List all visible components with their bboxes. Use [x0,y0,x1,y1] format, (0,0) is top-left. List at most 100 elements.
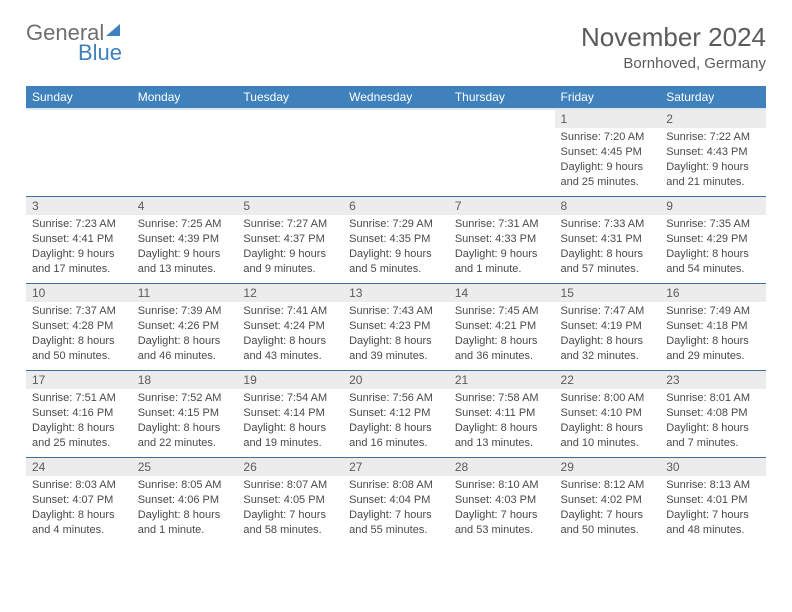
calendar-day-cell: 24Sunrise: 8:03 AMSunset: 4:07 PMDayligh… [26,458,132,545]
day-number: 30 [660,458,766,476]
sunset-text: Sunset: 4:35 PM [349,232,443,247]
calendar-day-cell [237,109,343,197]
sunrise-text: Sunrise: 8:10 AM [455,478,549,493]
sunrise-text: Sunrise: 7:33 AM [561,217,655,232]
daylight-text: Daylight: 9 hours and 9 minutes. [243,247,337,277]
sunset-text: Sunset: 4:10 PM [561,406,655,421]
calendar-day-cell: 7 Sunrise: 7:31 AMSunset: 4:33 PMDaylight… [449,197,555,284]
sunrise-text: Sunrise: 7:43 AM [349,304,443,319]
day-info: Sunrise: 7:22 AMSunset: 4:43 PMDaylight:… [660,128,766,193]
day-number: 23 [660,371,766,389]
day-info: Sunrise: 8:13 AMSunset: 4:01 PMDaylight:… [660,476,766,541]
sunrise-text: Sunrise: 7:37 AM [32,304,126,319]
day-number: 19 [237,371,343,389]
day-number: 3 [26,197,132,215]
sunset-text: Sunset: 4:15 PM [138,406,232,421]
sunset-text: Sunset: 4:06 PM [138,493,232,508]
sunset-text: Sunset: 4:37 PM [243,232,337,247]
daylight-text: Daylight: 8 hours and 39 minutes. [349,334,443,364]
sunrise-text: Sunrise: 7:45 AM [455,304,549,319]
calendar-table: Sunday Monday Tuesday Wednesday Thursday… [26,86,766,544]
calendar-day-cell: 23Sunrise: 8:01 AMSunset: 4:08 PMDayligh… [660,371,766,458]
daylight-text: Daylight: 8 hours and 54 minutes. [666,247,760,277]
daylight-text: Daylight: 7 hours and 48 minutes. [666,508,760,538]
sunrise-text: Sunrise: 7:54 AM [243,391,337,406]
page-title: November 2024 [581,22,766,53]
logo-text-2: Blue [78,42,122,64]
sunset-text: Sunset: 4:41 PM [32,232,126,247]
day-info: Sunrise: 7:45 AMSunset: 4:21 PMDaylight:… [449,302,555,367]
daylight-text: Daylight: 7 hours and 50 minutes. [561,508,655,538]
calendar-day-cell: 13Sunrise: 7:43 AMSunset: 4:23 PMDayligh… [343,284,449,371]
daylight-text: Daylight: 8 hours and 4 minutes. [32,508,126,538]
sunset-text: Sunset: 4:03 PM [455,493,549,508]
sunset-text: Sunset: 4:01 PM [666,493,760,508]
day-number: 21 [449,371,555,389]
sunrise-text: Sunrise: 7:25 AM [138,217,232,232]
daylight-text: Daylight: 8 hours and 16 minutes. [349,421,443,451]
calendar-day-cell: 3 Sunrise: 7:23 AMSunset: 4:41 PMDaylight… [26,197,132,284]
day-number: 8 [555,197,661,215]
day-info: Sunrise: 7:33 AMSunset: 4:31 PMDaylight:… [555,215,661,280]
daylight-text: Daylight: 9 hours and 21 minutes. [666,160,760,190]
sunrise-text: Sunrise: 7:58 AM [455,391,549,406]
sunset-text: Sunset: 4:05 PM [243,493,337,508]
day-number: 7 [449,197,555,215]
calendar-day-cell: 17Sunrise: 7:51 AMSunset: 4:16 PMDayligh… [26,371,132,458]
day-number: 5 [237,197,343,215]
day-info: Sunrise: 7:51 AMSunset: 4:16 PMDaylight:… [26,389,132,454]
daylight-text: Daylight: 8 hours and 1 minute. [138,508,232,538]
logo: General Blue [26,22,122,64]
calendar-day-cell: 9Sunrise: 7:35 AMSunset: 4:29 PMDaylight… [660,197,766,284]
sunrise-text: Sunrise: 8:08 AM [349,478,443,493]
daylight-text: Daylight: 8 hours and 36 minutes. [455,334,549,364]
sunset-text: Sunset: 4:24 PM [243,319,337,334]
day-number: 1 [555,110,661,128]
sunset-text: Sunset: 4:26 PM [138,319,232,334]
calendar-day-cell: 12Sunrise: 7:41 AMSunset: 4:24 PMDayligh… [237,284,343,371]
calendar-week-row: 10Sunrise: 7:37 AMSunset: 4:28 PMDayligh… [26,284,766,371]
day-number: 10 [26,284,132,302]
day-info: Sunrise: 7:43 AMSunset: 4:23 PMDaylight:… [343,302,449,367]
calendar-day-cell [343,109,449,197]
sunrise-text: Sunrise: 7:35 AM [666,217,760,232]
sunrise-text: Sunrise: 7:39 AM [138,304,232,319]
day-number: 29 [555,458,661,476]
daylight-text: Daylight: 8 hours and 29 minutes. [666,334,760,364]
calendar-day-cell: 29Sunrise: 8:12 AMSunset: 4:02 PMDayligh… [555,458,661,545]
sunset-text: Sunset: 4:29 PM [666,232,760,247]
sunset-text: Sunset: 4:18 PM [666,319,760,334]
day-info: Sunrise: 8:01 AMSunset: 4:08 PMDaylight:… [660,389,766,454]
daylight-text: Daylight: 9 hours and 5 minutes. [349,247,443,277]
calendar-day-cell: 1Sunrise: 7:20 AMSunset: 4:45 PMDaylight… [555,109,661,197]
day-info: Sunrise: 7:39 AMSunset: 4:26 PMDaylight:… [132,302,238,367]
header: General Blue November 2024 Bornhoved, Ge… [26,22,766,72]
day-info: Sunrise: 8:12 AMSunset: 4:02 PMDaylight:… [555,476,661,541]
calendar-day-cell: 14Sunrise: 7:45 AMSunset: 4:21 PMDayligh… [449,284,555,371]
calendar-week-row: 24Sunrise: 8:03 AMSunset: 4:07 PMDayligh… [26,458,766,545]
sunset-text: Sunset: 4:33 PM [455,232,549,247]
calendar-day-cell: 16Sunrise: 7:49 AMSunset: 4:18 PMDayligh… [660,284,766,371]
day-info: Sunrise: 8:03 AMSunset: 4:07 PMDaylight:… [26,476,132,541]
daylight-text: Daylight: 9 hours and 1 minute. [455,247,549,277]
day-number: 18 [132,371,238,389]
sunrise-text: Sunrise: 7:47 AM [561,304,655,319]
calendar-week-row: 17Sunrise: 7:51 AMSunset: 4:16 PMDayligh… [26,371,766,458]
logo-mark-icon [106,24,120,36]
sunset-text: Sunset: 4:04 PM [349,493,443,508]
day-number: 28 [449,458,555,476]
day-info: Sunrise: 8:10 AMSunset: 4:03 PMDaylight:… [449,476,555,541]
calendar-day-cell: 19Sunrise: 7:54 AMSunset: 4:14 PMDayligh… [237,371,343,458]
weekday-header: Monday [132,86,238,109]
calendar-day-cell: 27Sunrise: 8:08 AMSunset: 4:04 PMDayligh… [343,458,449,545]
sunrise-text: Sunrise: 7:23 AM [32,217,126,232]
weekday-header-row: Sunday Monday Tuesday Wednesday Thursday… [26,86,766,109]
sunrise-text: Sunrise: 7:20 AM [561,130,655,145]
day-info: Sunrise: 7:49 AMSunset: 4:18 PMDaylight:… [660,302,766,367]
day-info: Sunrise: 7:58 AMSunset: 4:11 PMDaylight:… [449,389,555,454]
daylight-text: Daylight: 9 hours and 17 minutes. [32,247,126,277]
sunrise-text: Sunrise: 7:31 AM [455,217,549,232]
day-info: Sunrise: 7:54 AMSunset: 4:14 PMDaylight:… [237,389,343,454]
calendar-day-cell: 26Sunrise: 8:07 AMSunset: 4:05 PMDayligh… [237,458,343,545]
page-subtitle: Bornhoved, Germany [581,55,766,72]
